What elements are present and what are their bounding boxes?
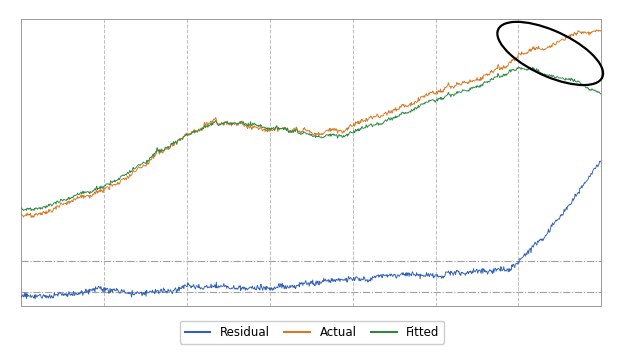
- Legend: Residual, Actual, Fitted: Residual, Actual, Fitted: [180, 321, 444, 343]
